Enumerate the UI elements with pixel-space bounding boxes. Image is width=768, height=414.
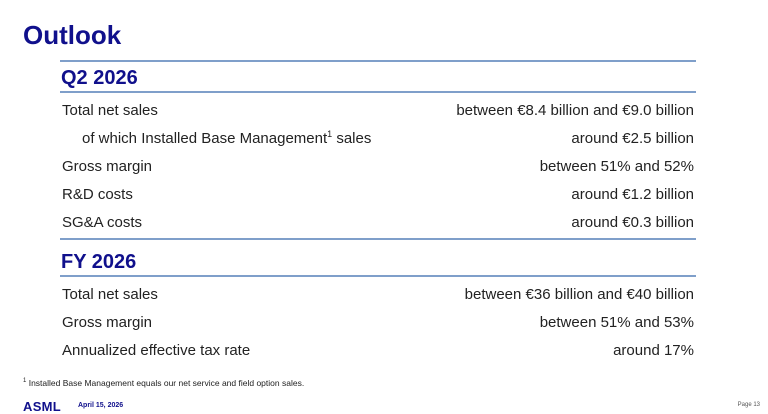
section-heading-q2: Q2 2026 [61,67,138,89]
row-value: between €8.4 billion and €9.0 billion [456,101,694,119]
row-value: around €0.3 billion [571,213,694,231]
divider [60,91,696,93]
row-label: Total net sales [62,285,158,303]
footnote: 1 Installed Base Management equals our n… [23,378,304,388]
divider [60,60,696,62]
asml-logo: ASML [23,399,62,414]
row-label-suffix: sales [332,130,372,147]
table-row: Gross margin between 51% and 53% [62,312,694,332]
footnote-text: Installed Base Management equals our net… [26,378,305,388]
section-heading-fy: FY 2026 [61,251,137,273]
row-label: Annualized effective tax rate [62,341,251,359]
row-label: of which Installed Base Management1 sale… [62,129,371,147]
row-label: Total net sales [62,101,158,119]
row-label: Gross margin [62,313,153,331]
table-row: Gross margin between 51% and 52% [62,156,694,176]
footnote-marker: 1 [327,129,333,139]
row-label: Gross margin [62,157,153,175]
row-label: SG&A costs [62,213,143,231]
row-label-text: of which Installed Base Management [82,130,328,147]
divider [60,238,696,240]
table-row: Total net sales between €36 billion and €… [62,284,694,304]
divider [60,275,696,277]
footnote-marker: 1 [23,378,27,385]
row-value: between €36 billion and €40 billion [464,285,694,303]
row-label: R&D costs [62,185,133,203]
table-row: R&D costs around €1.2 billion [62,184,694,204]
table-row: SG&A costs around €0.3 billion [62,212,694,232]
row-value: around €2.5 billion [571,129,694,147]
page-title: Outlook [23,20,122,50]
row-value: between 51% and 53% [539,313,694,331]
page-number: Page 13 [737,402,760,408]
table-row: Annualized effective tax rate around 17% [62,340,694,360]
row-value: around €1.2 billion [571,185,694,203]
row-value: between 51% and 52% [539,157,694,175]
row-value: around 17% [613,341,694,359]
table-row: Total net sales between €8.4 billion and … [62,100,694,120]
table-row: of which Installed Base Management1 sale… [62,128,694,148]
footer-date: April 15, 2026 [78,402,124,409]
